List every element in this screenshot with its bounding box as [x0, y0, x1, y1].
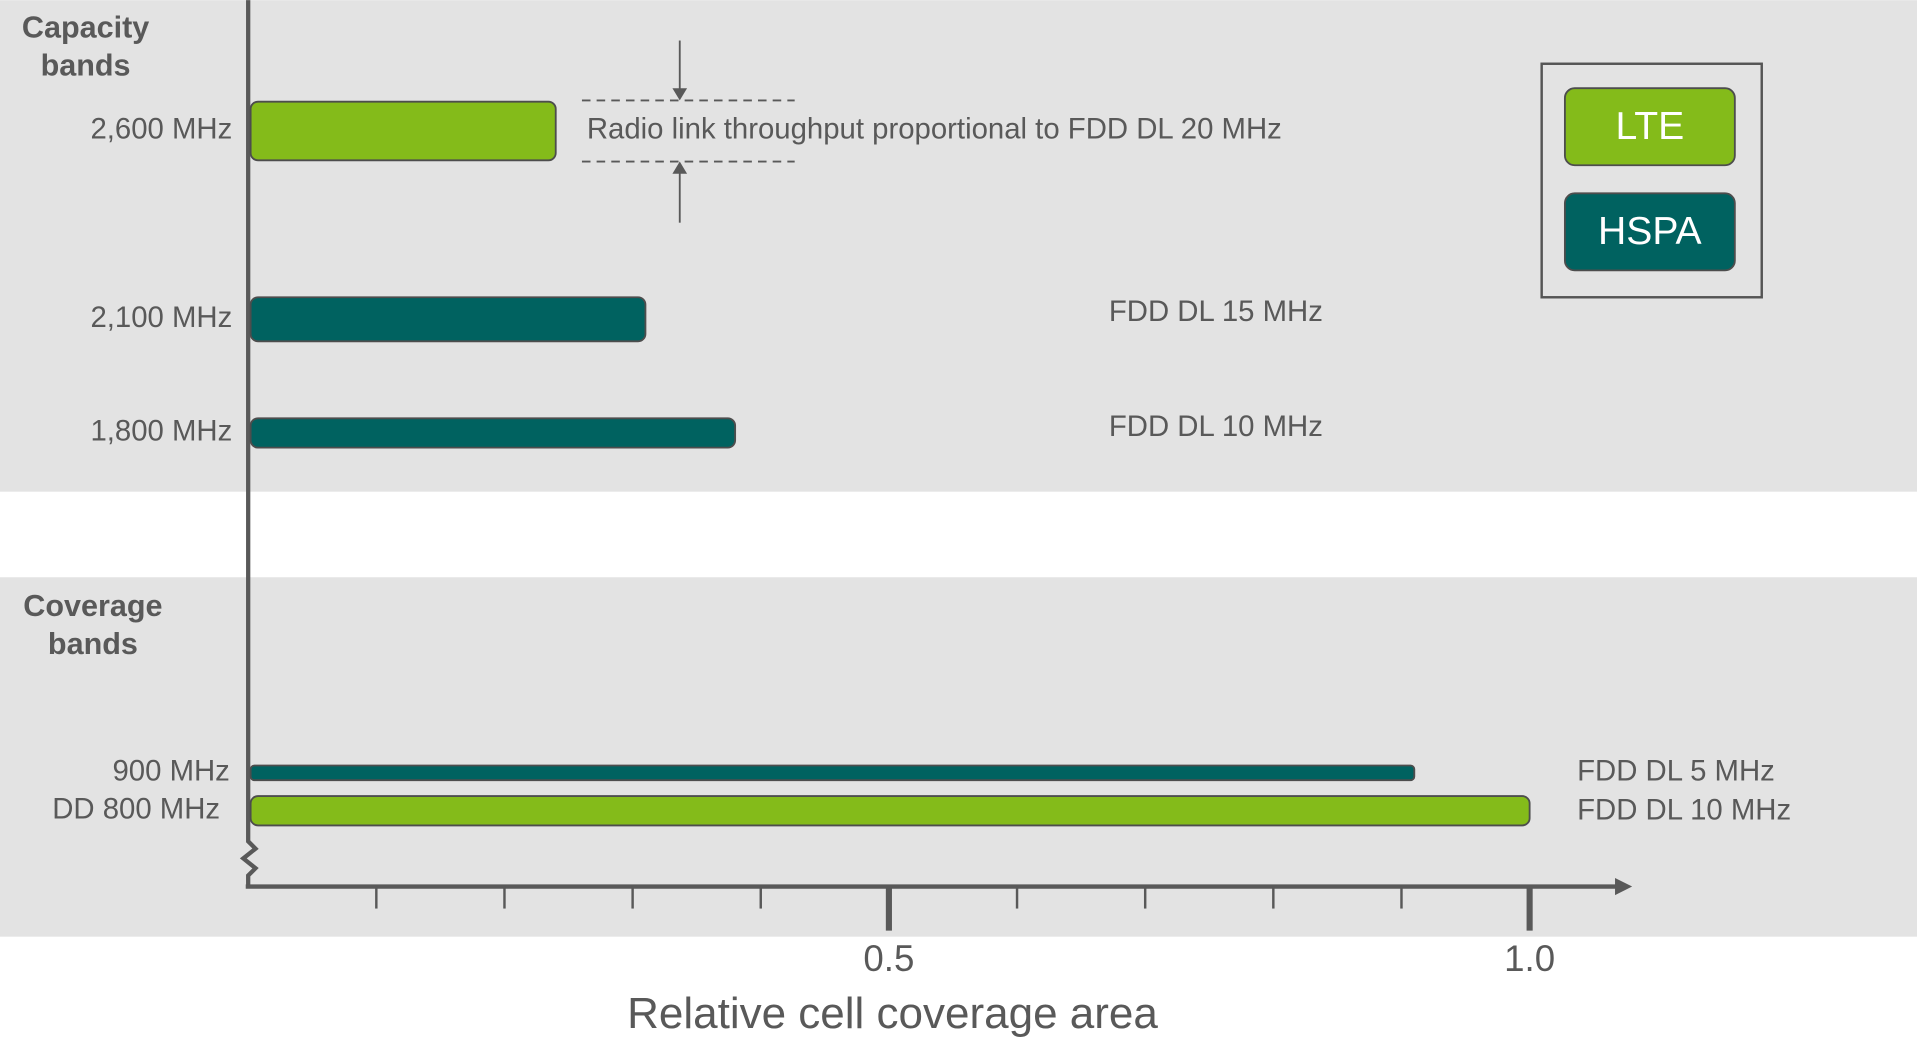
throughput-indicator	[581, 40, 795, 223]
category-label: 900 MHz	[112, 755, 229, 788]
group-label: Coverage	[23, 589, 162, 623]
legend-label: HSPA	[1598, 210, 1703, 253]
bar-annotation: FDD DL 15 MHz	[1109, 295, 1323, 328]
y-axis	[239, 0, 259, 887]
bar-annotation: FDD DL 5 MHz	[1577, 755, 1775, 788]
legend-swatch	[1563, 87, 1736, 167]
bar-annotation: FDD DL 10 MHz	[1577, 794, 1791, 827]
bar	[249, 296, 647, 343]
coverage-band-background	[0, 577, 1917, 937]
category-label: 2,600 MHz	[90, 113, 232, 146]
category-label: 1,800 MHz	[90, 415, 232, 448]
group-label: bands	[41, 49, 131, 83]
x-axis-title: Relative cell coverage area	[627, 989, 1158, 1038]
bar	[249, 764, 1416, 782]
bar	[249, 100, 557, 162]
legend-swatch	[1563, 192, 1736, 272]
bar	[249, 417, 737, 449]
legend-label: LTE	[1615, 105, 1684, 148]
x-tick-label: 0.5	[863, 938, 914, 979]
category-label: 2,100 MHz	[90, 301, 232, 334]
category-label: DD 800 MHz	[52, 793, 220, 826]
legend-box	[1540, 62, 1763, 299]
group-label: Capacity	[22, 11, 149, 45]
x-tick-label: 1.0	[1504, 938, 1555, 979]
group-label: bands	[48, 627, 138, 661]
bar-annotation: Radio link throughput proportional to FD…	[587, 113, 1282, 146]
x-axis-arrow	[1615, 877, 1633, 896]
bar	[249, 795, 1531, 827]
bar-annotation: FDD DL 10 MHz	[1109, 410, 1323, 443]
